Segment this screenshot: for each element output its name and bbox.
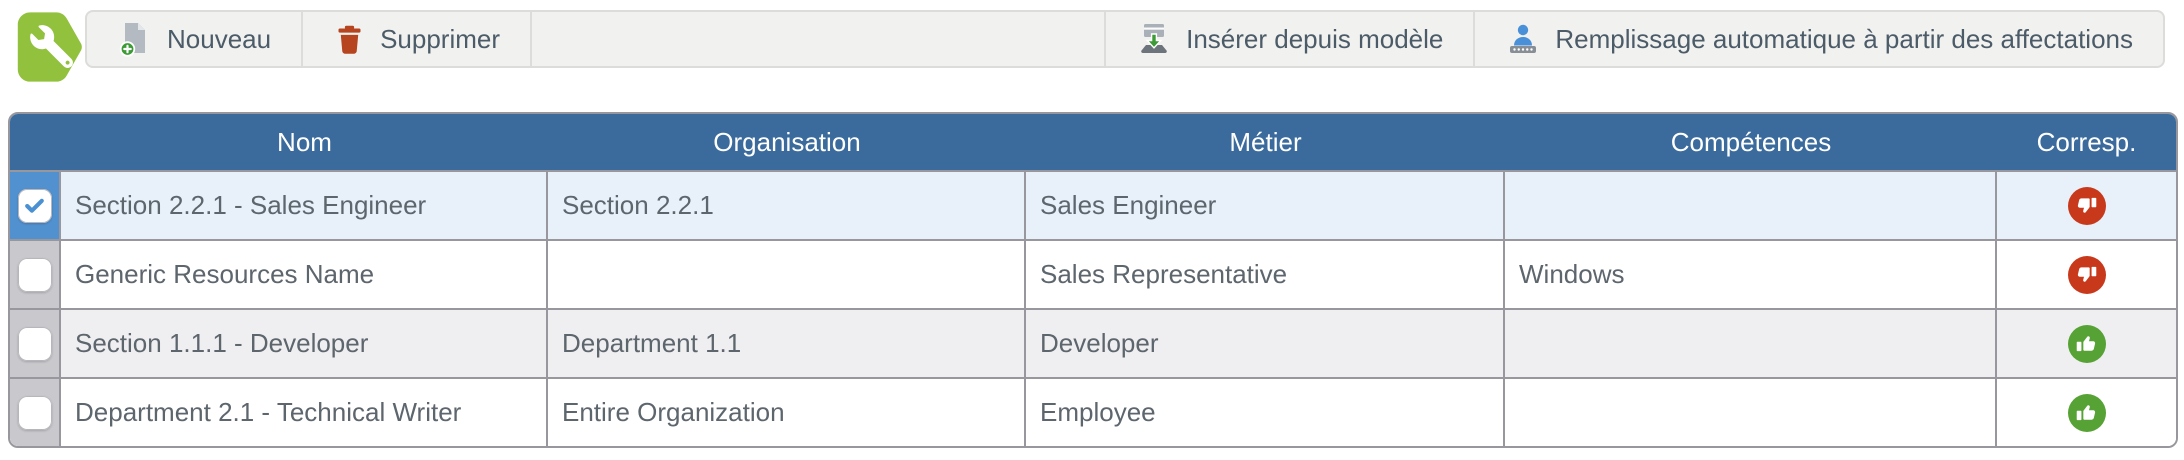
no-match-badge	[2067, 186, 2106, 225]
row-checkbox-unchecked[interactable]	[17, 395, 52, 430]
no-match-badge	[2067, 255, 2106, 294]
table-row[interactable]: Section 1.1.1 - Developer Department 1.1 D…	[10, 308, 2176, 377]
trash-icon	[338, 25, 361, 54]
match-badge	[2067, 393, 2106, 432]
cell-competences	[1505, 172, 1997, 239]
thumbs-down-icon	[2077, 197, 2097, 213]
cell-competences: Windows	[1505, 241, 1997, 308]
cell-organisation: Department 1.1	[548, 310, 1026, 377]
table-row[interactable]: Section 2.2.1 - Sales Engineer Section 2.…	[10, 170, 2176, 239]
cell-nom: Section 2.2.1 - Sales Engineer	[61, 172, 548, 239]
wrench-app-badge	[14, 8, 90, 86]
cell-correspondance	[1997, 241, 2176, 308]
check-icon	[25, 198, 44, 213]
new-document-icon	[119, 23, 145, 57]
cell-nom: Section 1.1.1 - Developer	[61, 310, 548, 377]
column-header-select	[10, 114, 61, 170]
resources-table: Nom Organisation Métier Compétences Corresp.…	[8, 112, 2178, 448]
match-badge	[2067, 324, 2106, 363]
toolbar-button-label: Nouveau	[167, 23, 272, 54]
cell-nom: Department 2.1 - Technical Writer	[61, 379, 548, 446]
column-header-correspondance[interactable]: Corresp.	[2036, 126, 2137, 157]
table-header-row: Nom Organisation Métier Compétences Corresp.	[10, 114, 2176, 170]
cell-organisation	[548, 241, 1026, 308]
cell-metier: Sales Representative	[1026, 241, 1505, 308]
row-checkbox-unchecked[interactable]	[17, 257, 52, 292]
cell-correspondance	[1997, 310, 2176, 377]
column-header-competences[interactable]: Compétences	[1670, 126, 1832, 157]
auto-fill-person-icon	[1510, 24, 1537, 53]
toolbar-right-group: Insérer depuis modèle Remplissage automa…	[1104, 12, 2163, 66]
table-row[interactable]: Generic Resources Name Sales Representati…	[10, 239, 2176, 308]
table-body: Section 2.2.1 - Sales Engineer Section 2.…	[10, 170, 2176, 446]
toolbar-button-trash[interactable]: Supprimer	[301, 12, 530, 66]
toolbar-button-new-document[interactable]: Nouveau	[87, 12, 301, 66]
toolbar-button-auto-fill-person[interactable]: Remplissage automatique à partir des aff…	[1473, 12, 2163, 66]
toolbar-button-label: Supprimer	[380, 23, 501, 54]
thumbs-up-icon	[2076, 336, 2096, 352]
toolbar: Nouveau Supprimer Insérer depuis modèle …	[85, 10, 2165, 68]
toolbar-left-group: Nouveau Supprimer	[87, 12, 530, 66]
toolbar-button-label: Insérer depuis modèle	[1186, 23, 1444, 54]
column-header-metier[interactable]: Métier	[1229, 126, 1302, 157]
table-row[interactable]: Department 2.1 - Technical Writer Entire …	[10, 377, 2176, 446]
thumbs-down-icon	[2077, 266, 2097, 282]
cell-competences	[1505, 310, 1997, 377]
row-checkbox-unchecked[interactable]	[17, 326, 52, 361]
cell-metier: Sales Engineer	[1026, 172, 1505, 239]
row-select-cell[interactable]	[10, 379, 61, 446]
toolbar-button-insert-template[interactable]: Insérer depuis modèle	[1104, 12, 1473, 66]
cell-correspondance	[1997, 379, 2176, 446]
cell-metier: Employee	[1026, 379, 1505, 446]
row-select-cell[interactable]	[10, 172, 61, 239]
toolbar-spacer	[530, 12, 1104, 66]
toolbar-button-label: Remplissage automatique à partir des aff…	[1555, 23, 2133, 54]
cell-organisation: Section 2.2.1	[548, 172, 1026, 239]
cell-correspondance	[1997, 172, 2176, 239]
thumbs-up-icon	[2076, 405, 2096, 421]
cell-metier: Developer	[1026, 310, 1505, 377]
wrench-icon	[17, 12, 82, 82]
insert-template-icon	[1141, 24, 1167, 53]
row-checkbox-checked[interactable]	[17, 188, 52, 223]
cell-competences	[1505, 379, 1997, 446]
cell-nom: Generic Resources Name	[61, 241, 548, 308]
column-header-nom[interactable]: Nom	[277, 126, 332, 157]
column-header-organisation[interactable]: Organisation	[713, 126, 861, 157]
row-select-cell[interactable]	[10, 241, 61, 308]
row-select-cell[interactable]	[10, 310, 61, 377]
cell-organisation: Entire Organization	[548, 379, 1026, 446]
